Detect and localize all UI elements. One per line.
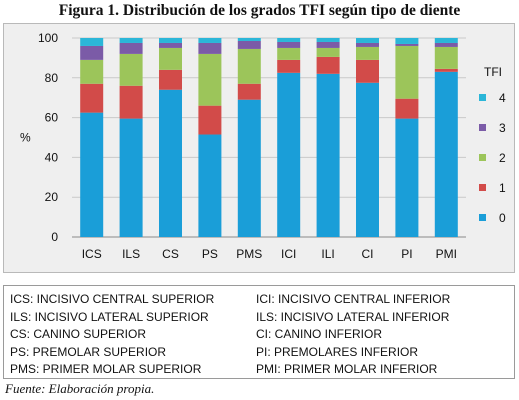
bar-ICI-tfi-2 bbox=[277, 47, 301, 60]
abbreviation-left-3: PS: PREMOLAR SUPERIOR bbox=[10, 344, 167, 359]
legend-label-tfi-1: 1 bbox=[499, 181, 506, 195]
abbreviation-right-0: ICI: INCISIVO CENTRAL INFERIOR bbox=[256, 292, 451, 306]
bar-PMI-tfi-1 bbox=[434, 68, 458, 72]
bar-CS-tfi-2 bbox=[159, 47, 182, 70]
bar-PMS-tfi-4 bbox=[237, 38, 261, 41]
bar-ICS-tfi-3 bbox=[80, 45, 104, 60]
legend-label-tfi-4: 4 bbox=[499, 91, 506, 105]
x-tick-label-ICS: ICS bbox=[82, 247, 102, 261]
bar-ILS-tfi-1 bbox=[119, 85, 143, 119]
bar-CS-tfi-4 bbox=[159, 38, 182, 43]
bar-ICS-tfi-0 bbox=[80, 112, 104, 237]
legend-swatch-tfi-0 bbox=[479, 214, 486, 221]
bar-PMI-tfi-4 bbox=[434, 38, 458, 43]
bar-ILS-tfi-0 bbox=[119, 118, 143, 237]
abbreviation-legend: ICS: INCISIVO CENTRAL SUPERIOR ILS: INCIS… bbox=[3, 285, 515, 379]
bar-CS-tfi-1 bbox=[159, 69, 182, 90]
y-tick-label-80: 80 bbox=[45, 71, 59, 85]
legend-swatch-tfi-4 bbox=[479, 94, 486, 101]
abbreviation-right-1: ILS: INCISIVO LATERAL INFERIOR bbox=[256, 309, 450, 324]
legend-label-tfi-3: 3 bbox=[499, 121, 506, 135]
legend-swatch-tfi-3 bbox=[479, 124, 486, 131]
legend-label-tfi-2: 2 bbox=[499, 151, 506, 165]
abbreviation-right-2: CI: CANINO INFERIOR bbox=[256, 327, 383, 342]
y-tick-label-0: 0 bbox=[51, 230, 58, 244]
bar-PI-tfi-0 bbox=[395, 118, 419, 237]
bar-PS-tfi-1 bbox=[198, 105, 222, 135]
bar-CI-tfi-4 bbox=[356, 38, 379, 43]
x-tick-label-PS: PS bbox=[202, 247, 218, 261]
bar-CI-tfi-2 bbox=[356, 46, 379, 60]
y-tick-label-60: 60 bbox=[45, 111, 59, 125]
bar-ILI-tfi-2 bbox=[316, 47, 340, 57]
bar-ILI-tfi-1 bbox=[316, 56, 340, 74]
bar-PS-tfi-0 bbox=[198, 134, 222, 237]
abbreviation-right-3: PI: PREMOLARES INFERIOR bbox=[256, 344, 419, 359]
bar-PMS-tfi-0 bbox=[237, 99, 261, 237]
bar-ILS-tfi-4 bbox=[119, 38, 143, 43]
y-tick-label-20: 20 bbox=[45, 190, 59, 204]
y-tick-label-40: 40 bbox=[45, 150, 59, 164]
abbreviation-left-4: PMS: PRIMER MOLAR SUPERIOR bbox=[10, 362, 202, 377]
bar-PMI-tfi-2 bbox=[434, 46, 458, 69]
x-tick-label-CI: CI bbox=[362, 247, 374, 261]
figure-title: Figura 1. Distribución de los grados TFI… bbox=[58, 2, 461, 19]
bar-CI-tfi-1 bbox=[356, 59, 379, 83]
abbreviation-column-right: ICI: INCISIVO CENTRAL INFERIOR ILS: INCIS… bbox=[256, 291, 450, 379]
x-tick-label-PI: PI bbox=[401, 247, 412, 261]
bar-ILI-tfi-4 bbox=[316, 38, 340, 42]
legend-title: TFI bbox=[484, 65, 502, 79]
bar-ICS-tfi-2 bbox=[80, 59, 104, 84]
bar-PI-tfi-2 bbox=[395, 45, 419, 99]
x-tick-label-CS: CS bbox=[162, 247, 179, 261]
abbreviation-left-0: ICS: INCISIVO CENTRAL SUPERIOR bbox=[10, 292, 215, 306]
source-note: Fuente: Elaboración propia. bbox=[5, 381, 155, 396]
legend-label-tfi-0: 0 bbox=[499, 211, 506, 225]
bar-PS-tfi-4 bbox=[198, 38, 222, 43]
bar-ICS-tfi-4 bbox=[80, 38, 104, 46]
bar-ICS-tfi-1 bbox=[80, 83, 104, 113]
x-tick-label-ILS: ILS bbox=[122, 247, 140, 261]
abbreviation-column-left: ICS: INCISIVO CENTRAL SUPERIOR ILS: INCIS… bbox=[10, 291, 214, 379]
abbreviation-left-2: CS: CANINO SUPERIOR bbox=[10, 327, 147, 342]
x-tick-label-PMI: PMI bbox=[436, 247, 457, 261]
bar-PI-tfi-4 bbox=[395, 38, 419, 44]
abbreviation-right-4: PMI: PRIMER MOLAR INFERIOR bbox=[256, 362, 438, 377]
chart-area: 0 20 40 60 80 100% ICS ILS CS PS PMS ICI ILI CI PI PMI T… bbox=[3, 23, 515, 273]
bar-ICI-tfi-0 bbox=[277, 72, 301, 237]
y-axis-label: % bbox=[20, 131, 31, 145]
bar-PI-tfi-3 bbox=[395, 43, 419, 46]
y-tick-label-100: 100 bbox=[38, 31, 58, 45]
bar-PMI-tfi-0 bbox=[434, 71, 458, 237]
bar-PI-tfi-1 bbox=[395, 98, 419, 119]
x-tick-label-ILI: ILI bbox=[321, 247, 334, 261]
bar-ILI-tfi-3 bbox=[316, 41, 340, 48]
x-tick-label-ICI: ICI bbox=[281, 247, 296, 261]
bar-ICI-tfi-4 bbox=[277, 38, 301, 42]
bar-CI-tfi-3 bbox=[356, 42, 379, 47]
bar-PMS-tfi-3 bbox=[237, 40, 261, 49]
bar-PMI-tfi-3 bbox=[434, 42, 458, 47]
abbreviation-left-1: ILS: INCISIVO LATERAL SUPERIOR bbox=[10, 309, 209, 324]
bar-ICI-tfi-1 bbox=[277, 59, 301, 73]
bar-ICI-tfi-3 bbox=[277, 41, 301, 48]
bar-PMS-tfi-2 bbox=[237, 48, 261, 84]
bar-CS-tfi-3 bbox=[159, 42, 182, 48]
bar-ILS-tfi-3 bbox=[119, 42, 143, 54]
x-tick-label-PMS: PMS bbox=[236, 247, 262, 261]
bar-PMS-tfi-1 bbox=[237, 83, 261, 100]
bar-PS-tfi-3 bbox=[198, 42, 222, 54]
bar-ILI-tfi-0 bbox=[316, 73, 340, 237]
bar-ILS-tfi-2 bbox=[119, 53, 143, 86]
bar-CI-tfi-0 bbox=[356, 82, 379, 238]
bar-PS-tfi-2 bbox=[198, 53, 222, 106]
legend-swatch-tfi-1 bbox=[479, 184, 486, 191]
bar-CS-tfi-0 bbox=[159, 89, 182, 238]
legend-swatch-tfi-2 bbox=[479, 154, 486, 161]
